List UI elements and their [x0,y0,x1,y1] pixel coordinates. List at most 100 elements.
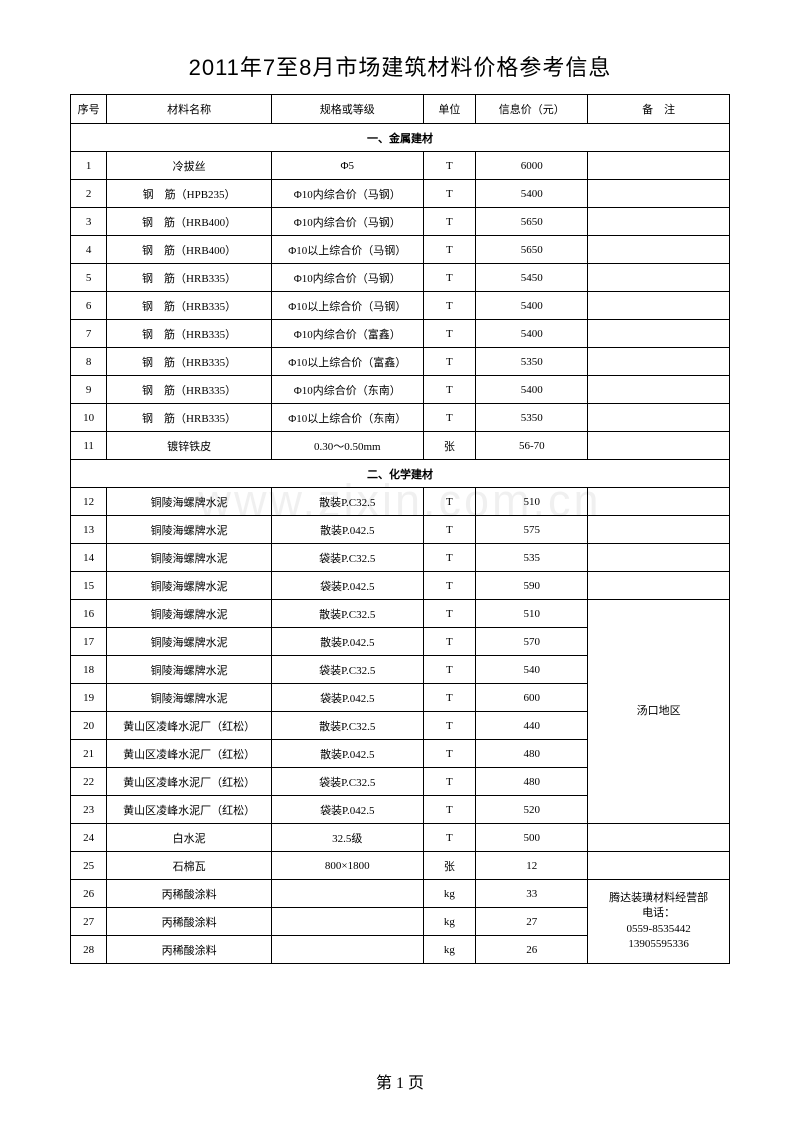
cell-name: 钢 筋（HRB335） [107,348,272,376]
cell-price: 5450 [476,264,588,292]
cell-name: 铜陵海螺牌水泥 [107,628,272,656]
cell-name: 钢 筋（HPB235） [107,180,272,208]
cell-seq: 26 [71,880,107,908]
cell-name: 钢 筋（HRB335） [107,292,272,320]
cell-seq: 4 [71,236,107,264]
header-price: 信息价（元） [476,95,588,124]
cell-seq: 19 [71,684,107,712]
cell-price: 5400 [476,180,588,208]
cell-unit: T [423,684,476,712]
cell-unit: T [423,600,476,628]
table-row: 9钢 筋（HRB335）Φ10内综合价（东南）T5400 [71,376,730,404]
cell-seq: 20 [71,712,107,740]
cell-unit: T [423,544,476,572]
cell-seq: 10 [71,404,107,432]
cell-unit: 张 [423,852,476,880]
cell-unit: T [423,488,476,516]
cell-price: 570 [476,628,588,656]
cell-unit: T [423,572,476,600]
cell-spec: 散装P.042.5 [271,516,423,544]
table-row: 14铜陵海螺牌水泥袋装P.C32.5T535 [71,544,730,572]
cell-seq: 9 [71,376,107,404]
cell-unit: kg [423,880,476,908]
cell-spec: Φ10以上综合价（东南） [271,404,423,432]
cell-remark [588,292,730,320]
cell-unit: T [423,628,476,656]
cell-unit: kg [423,936,476,964]
cell-spec: 散装P.C32.5 [271,488,423,516]
cell-price: 600 [476,684,588,712]
cell-price: 5350 [476,348,588,376]
cell-remark [588,152,730,180]
table-row: 8钢 筋（HRB335）Φ10以上综合价（富鑫）T5350 [71,348,730,376]
cell-price: 5400 [476,376,588,404]
cell-price: 5650 [476,208,588,236]
header-unit: 单位 [423,95,476,124]
cell-seq: 28 [71,936,107,964]
cell-spec: Φ10以上综合价（富鑫） [271,348,423,376]
cell-price: 5400 [476,320,588,348]
cell-spec: Φ10内综合价（富鑫） [271,320,423,348]
cell-price: 510 [476,600,588,628]
cell-remark [588,180,730,208]
cell-price: 12 [476,852,588,880]
cell-seq: 24 [71,824,107,852]
cell-name: 丙稀酸涂料 [107,908,272,936]
cell-spec: Φ10内综合价（马钢） [271,180,423,208]
cell-seq: 5 [71,264,107,292]
cell-seq: 1 [71,152,107,180]
cell-unit: T [423,824,476,852]
cell-name: 石棉瓦 [107,852,272,880]
cell-remark [588,348,730,376]
cell-price: 590 [476,572,588,600]
cell-spec: 袋装P.042.5 [271,572,423,600]
cell-seq: 27 [71,908,107,936]
cell-unit: T [423,264,476,292]
cell-price: 520 [476,796,588,824]
cell-seq: 21 [71,740,107,768]
cell-seq: 25 [71,852,107,880]
cell-name: 钢 筋（HRB335） [107,404,272,432]
cell-seq: 22 [71,768,107,796]
cell-spec: Φ10内综合价（马钢） [271,208,423,236]
cell-price: 6000 [476,152,588,180]
cell-price: 5400 [476,292,588,320]
table-row: 11镀锌铁皮0.30～0.50mm张56-70 [71,432,730,460]
cell-name: 镀锌铁皮 [107,432,272,460]
table-row: 3钢 筋（HRB400）Φ10内综合价（马钢）T5650 [71,208,730,236]
cell-name: 钢 筋（HRB400） [107,236,272,264]
cell-spec: 袋装P.C32.5 [271,768,423,796]
cell-price: 480 [476,740,588,768]
cell-name: 黄山区凌峰水泥厂（红松） [107,740,272,768]
cell-spec [271,936,423,964]
cell-unit: T [423,516,476,544]
cell-spec: 袋装P.C32.5 [271,656,423,684]
cell-unit: kg [423,908,476,936]
cell-seq: 15 [71,572,107,600]
cell-seq: 18 [71,656,107,684]
cell-unit: 张 [423,432,476,460]
header-name: 材料名称 [107,95,272,124]
table-row: 2钢 筋（HPB235）Φ10内综合价（马钢）T5400 [71,180,730,208]
cell-seq: 8 [71,348,107,376]
cell-remark [588,824,730,852]
section-header: 一、金属建材 [71,124,730,152]
cell-seq: 7 [71,320,107,348]
cell-remark [588,376,730,404]
cell-unit: T [423,208,476,236]
cell-name: 钢 筋（HRB335） [107,376,272,404]
cell-spec [271,908,423,936]
cell-spec: 袋装P.042.5 [271,796,423,824]
cell-remark [588,236,730,264]
cell-unit: T [423,740,476,768]
cell-remark [588,264,730,292]
cell-unit: T [423,180,476,208]
cell-remark: 汤口地区 [588,600,730,824]
cell-name: 丙稀酸涂料 [107,880,272,908]
section-header: 二、化学建材 [71,460,730,488]
cell-unit: T [423,768,476,796]
cell-price: 510 [476,488,588,516]
cell-price: 56-70 [476,432,588,460]
header-seq: 序号 [71,95,107,124]
cell-remark [588,208,730,236]
